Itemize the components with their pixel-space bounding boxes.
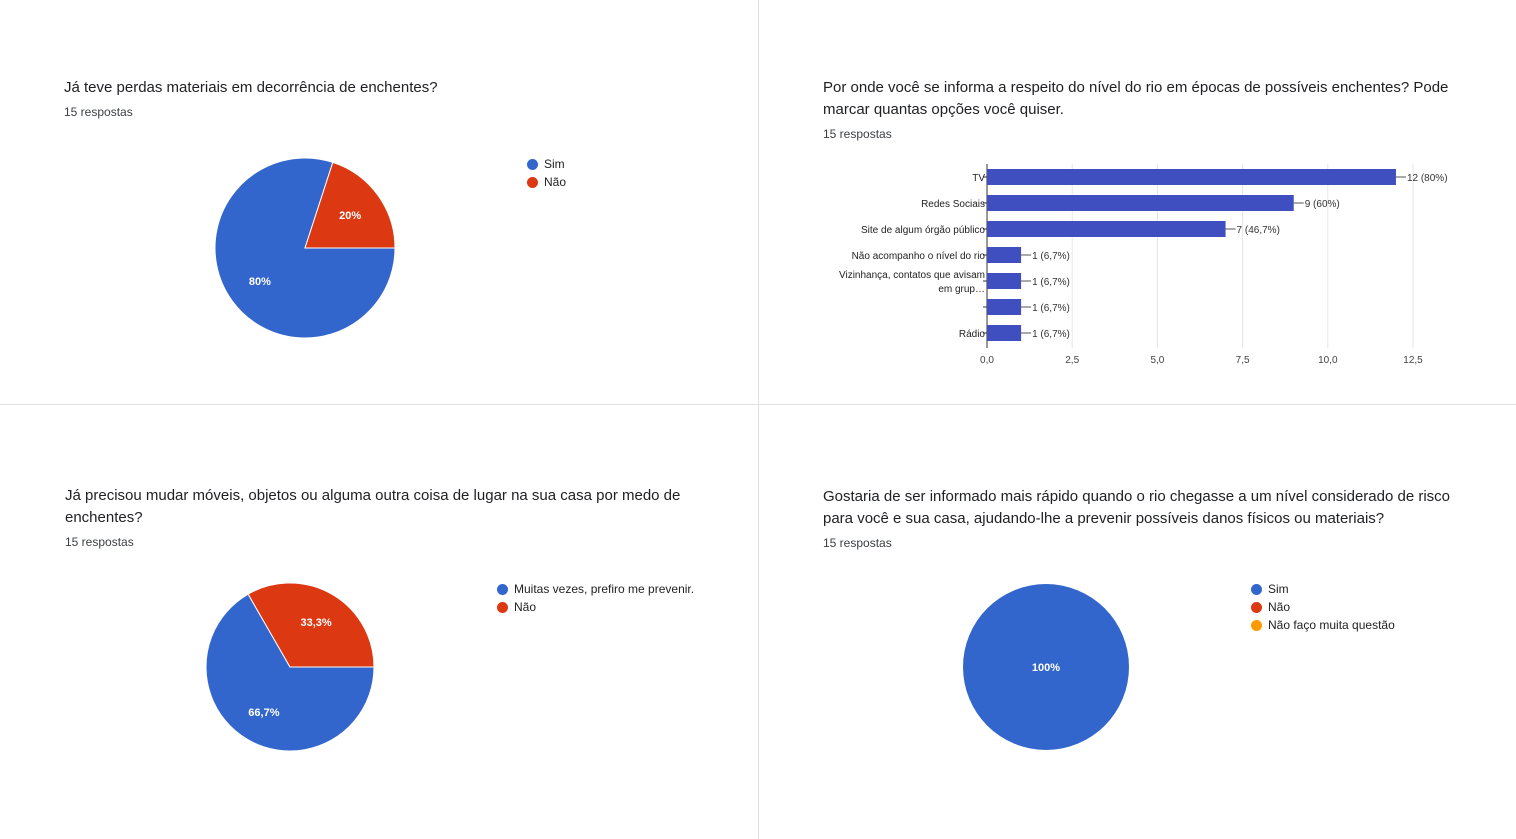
bar[interactable] xyxy=(987,299,1022,315)
pie-chart-4: 100% xyxy=(963,584,1129,750)
category-label: Redes Sociais xyxy=(921,199,985,210)
response-count: 15 respostas xyxy=(64,105,133,119)
category-label: Rádio xyxy=(959,329,986,340)
legend-item[interactable]: Sim xyxy=(527,155,566,173)
legend-label: Não xyxy=(544,175,567,189)
pie-chart-1: 80% 20% xyxy=(214,157,396,339)
legend-1: Sim Não xyxy=(527,155,566,191)
x-tick-label: 2,5 xyxy=(1065,355,1079,366)
x-tick-label: 12,5 xyxy=(1403,355,1423,366)
legend-label: Sim xyxy=(1268,582,1289,596)
slice-label: 20% xyxy=(339,210,361,222)
category-label: Site de algum órgão público xyxy=(861,225,985,236)
question-card-3: Já precisou mudar móveis, objetos ou alg… xyxy=(65,485,725,549)
legend-item[interactable]: Muitas vezes, prefiro me prevenir. xyxy=(497,580,694,598)
legend-swatch xyxy=(1251,583,1262,595)
slice-label: 100% xyxy=(1032,662,1060,674)
question-card-4: Gostaria de ser informado mais rápido qu… xyxy=(823,486,1463,550)
question-title: Já teve perdas materiais em decorrência … xyxy=(64,79,438,96)
bar-value-label: 1 (6,7%) xyxy=(1032,303,1070,314)
x-tick-label: 5,0 xyxy=(1150,355,1164,366)
legend-3: Muitas vezes, prefiro me prevenir. Não xyxy=(497,580,694,616)
vertical-divider xyxy=(758,0,759,839)
bar-value-label: 1 (6,7%) xyxy=(1032,329,1070,340)
legend-item[interactable]: Não xyxy=(1251,598,1395,616)
slice-label: 80% xyxy=(249,276,271,288)
category-label: Vizinhança, contatos que avisam xyxy=(839,270,985,281)
bar-value-label: 1 (6,7%) xyxy=(1032,277,1070,288)
legend-swatch xyxy=(497,583,508,595)
legend-item[interactable]: Não xyxy=(497,598,694,616)
question-title: Por onde você se informa a respeito do n… xyxy=(823,79,1449,118)
horizontal-divider xyxy=(0,404,1516,405)
legend-item[interactable]: Não xyxy=(527,173,566,191)
response-count: 15 respostas xyxy=(65,535,134,549)
bar-value-label: 12 (80%) xyxy=(1407,173,1448,184)
bar[interactable] xyxy=(987,325,1022,341)
bar[interactable] xyxy=(987,195,1294,211)
bar[interactable] xyxy=(987,273,1022,289)
legend-4: Sim Não Não faço muita questão xyxy=(1251,580,1395,634)
pie-chart-3: 66,7% 33,3% xyxy=(205,582,375,752)
legend-swatch xyxy=(1251,619,1262,631)
legend-item[interactable]: Não faço muita questão xyxy=(1251,616,1395,634)
bar[interactable] xyxy=(987,221,1226,237)
bar-value-label: 7 (46,7%) xyxy=(1237,225,1280,236)
pie-slice[interactable] xyxy=(247,582,375,668)
x-tick-label: 0,0 xyxy=(980,355,994,366)
question-title: Já precisou mudar móveis, objetos ou alg… xyxy=(65,487,681,526)
bar-value-label: 1 (6,7%) xyxy=(1032,251,1070,262)
legend-swatch xyxy=(527,176,538,188)
bar-value-label: 9 (60%) xyxy=(1305,199,1340,210)
legend-swatch xyxy=(527,158,538,170)
legend-swatch xyxy=(497,601,508,613)
legend-swatch xyxy=(1251,601,1262,613)
pie-slice[interactable] xyxy=(205,593,375,752)
question-card-1: Já teve perdas materiais em decorrência … xyxy=(64,77,724,119)
question-card-2: Por onde você se informa a respeito do n… xyxy=(823,77,1463,141)
x-tick-label: 10,0 xyxy=(1318,355,1338,366)
pie-slice[interactable] xyxy=(304,161,396,249)
category-label: Não acompanho o nível do rio xyxy=(852,251,986,262)
legend-item[interactable]: Sim xyxy=(1251,580,1395,598)
slice-label: 66,7% xyxy=(248,707,279,719)
bar-chart-2: 0,0 2,5 5,0 7,5 10,0 12,5 12 (80%) TV 9 (60%) Red… xyxy=(839,164,1448,366)
bar[interactable] xyxy=(987,169,1396,185)
legend-label: Não faço muita questão xyxy=(1268,618,1395,632)
legend-label: Não xyxy=(1268,600,1291,614)
response-count: 15 respostas xyxy=(823,536,892,550)
x-tick-label: 7,5 xyxy=(1236,355,1250,366)
pie-slice[interactable] xyxy=(963,584,1129,750)
slice-label: 33,3% xyxy=(300,617,331,629)
category-label: TV xyxy=(972,173,985,184)
bar[interactable] xyxy=(987,247,1022,263)
category-label: em grup… xyxy=(938,284,985,295)
response-count: 15 respostas xyxy=(823,127,892,141)
question-title: Gostaria de ser informado mais rápido qu… xyxy=(823,488,1451,527)
legend-label: Muitas vezes, prefiro me prevenir. xyxy=(514,582,695,596)
legend-label: Não xyxy=(514,600,537,614)
legend-label: Sim xyxy=(544,157,565,171)
